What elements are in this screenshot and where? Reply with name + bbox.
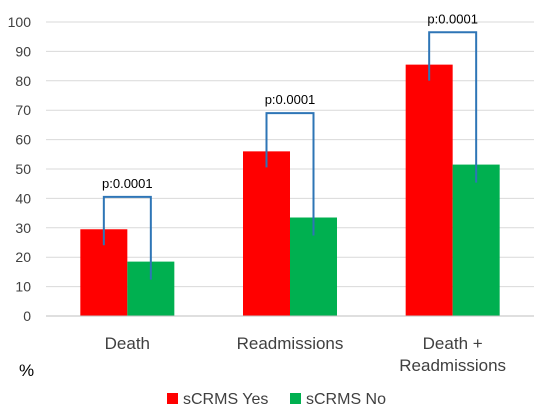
significance-brackets: p:0.0001 p:0.0001 p:0.0001	[102, 11, 478, 280]
y-tick-label: 70	[15, 102, 31, 118]
significance-bracket	[102, 195, 152, 280]
x-category-label: Death +	[423, 334, 483, 353]
legend-swatch-scrms-yes	[167, 393, 178, 404]
p-value-label: p:0.0001	[427, 11, 478, 26]
y-tick-label: 50	[15, 161, 31, 177]
x-category-label: Readmissions	[399, 356, 506, 375]
y-tick-label: 90	[15, 43, 31, 59]
y-tick-label: 20	[15, 249, 31, 265]
bar-scrms-yes	[243, 151, 290, 316]
y-tick-label: 100	[8, 14, 32, 30]
x-category-label: Death	[105, 334, 150, 353]
legend-swatch-scrms-no	[290, 393, 301, 404]
legend-label-scrms-yes: sCRMS Yes	[183, 391, 268, 408]
x-axis: Death Readmissions Death + Readmissions	[46, 315, 534, 375]
legend-label-scrms-no: sCRMS No	[306, 391, 386, 408]
legend: sCRMS Yes sCRMS No	[167, 391, 386, 408]
y-tick-label: 10	[15, 279, 31, 295]
bar-scrms-no	[452, 164, 500, 316]
y-axis: 0 10 20 30 40 50 60 70 80 90 100	[8, 14, 32, 324]
y-tick-label: 30	[15, 220, 31, 236]
significance-bracket	[428, 31, 478, 183]
y-tick-label: 40	[15, 190, 31, 206]
p-value-label: p:0.0001	[265, 92, 316, 107]
p-value-label: p:0.0001	[102, 176, 153, 191]
y-tick-label: 80	[15, 73, 31, 89]
bar-scrms-yes	[405, 64, 453, 316]
y-unit-label: %	[19, 361, 34, 380]
significance-bracket	[265, 112, 315, 236]
y-tick-label: 60	[15, 132, 31, 148]
x-category-label: Readmissions	[237, 334, 344, 353]
y-tick-label: 0	[23, 308, 31, 324]
